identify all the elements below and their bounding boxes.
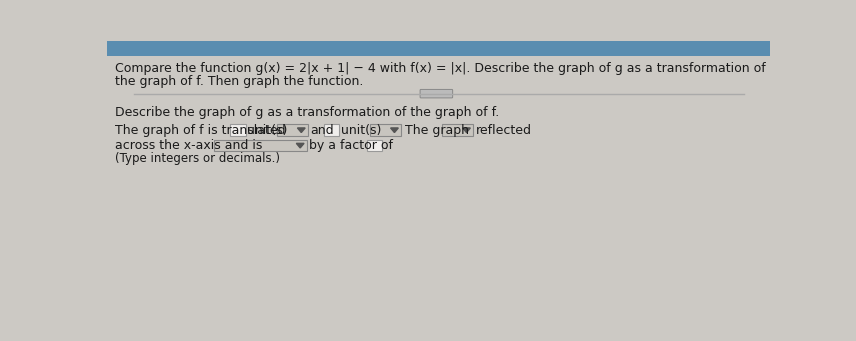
- Text: reflected: reflected: [476, 124, 532, 137]
- Text: and: and: [310, 124, 334, 137]
- Polygon shape: [296, 143, 304, 148]
- Text: by a factor of: by a factor of: [309, 139, 393, 152]
- Text: The graph of f is translated: The graph of f is translated: [115, 124, 285, 137]
- Bar: [324, 124, 339, 136]
- Bar: [214, 140, 307, 151]
- Bar: [107, 41, 770, 56]
- Bar: [443, 124, 473, 136]
- Polygon shape: [462, 128, 471, 133]
- Polygon shape: [297, 128, 306, 133]
- Polygon shape: [390, 128, 398, 133]
- Bar: [277, 124, 308, 136]
- Text: The graph: The graph: [405, 124, 468, 137]
- Text: Describe the graph of g as a transformation of the graph of f.: Describe the graph of g as a transformat…: [115, 106, 499, 119]
- Bar: [367, 140, 383, 151]
- Bar: [371, 124, 401, 136]
- Text: Compare the function g(x) = 2|x + 1| − 4 with f(x) = |x|. Describe the graph of : Compare the function g(x) = 2|x + 1| − 4…: [115, 62, 765, 75]
- Text: .: .: [384, 139, 388, 152]
- FancyBboxPatch shape: [420, 89, 453, 98]
- Text: unit(s): unit(s): [247, 124, 288, 137]
- Text: across the x-axis and is: across the x-axis and is: [115, 139, 262, 152]
- Text: unit(s): unit(s): [341, 124, 381, 137]
- Text: (Type integers or decimals.): (Type integers or decimals.): [115, 152, 280, 165]
- Bar: [230, 124, 246, 136]
- Text: the graph of f. Then graph the function.: the graph of f. Then graph the function.: [115, 75, 363, 88]
